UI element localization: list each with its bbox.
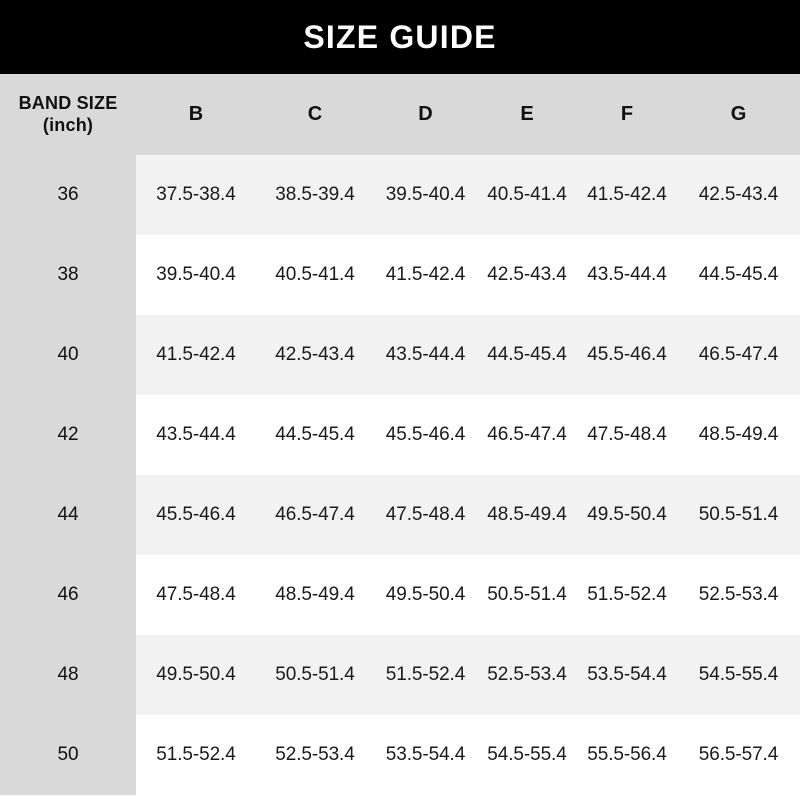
size-guide-table: BAND SIZE (inch) B C D E F G 36 37.5-38.… [0,74,800,795]
measurement-cell: 46.5-47.4 [256,475,374,555]
band-size-cell: 44 [0,475,136,555]
measurement-cell: 39.5-40.4 [374,155,477,235]
cup-header-f: F [577,74,677,155]
measurement-cell: 43.5-44.4 [136,395,256,475]
table-row: 36 37.5-38.4 38.5-39.4 39.5-40.4 40.5-41… [0,155,800,235]
band-size-cell: 36 [0,155,136,235]
band-size-header-line1: BAND SIZE [18,93,118,114]
measurement-cell: 44.5-45.4 [677,235,800,315]
title-banner: SIZE GUIDE [0,0,800,74]
measurement-cell: 53.5-54.4 [577,635,677,715]
table-body: 36 37.5-38.4 38.5-39.4 39.5-40.4 40.5-41… [0,155,800,795]
band-size-cell: 46 [0,555,136,635]
measurement-cell: 45.5-46.4 [136,475,256,555]
table-header: BAND SIZE (inch) B C D E F G [0,74,800,155]
band-size-header: BAND SIZE (inch) [0,74,136,155]
table-row: 38 39.5-40.4 40.5-41.4 41.5-42.4 42.5-43… [0,235,800,315]
table-row: 48 49.5-50.4 50.5-51.4 51.5-52.4 52.5-53… [0,635,800,715]
measurement-cell: 49.5-50.4 [374,555,477,635]
band-size-cell: 40 [0,315,136,395]
measurement-cell: 47.5-48.4 [136,555,256,635]
measurement-cell: 48.5-49.4 [256,555,374,635]
band-size-cell: 50 [0,715,136,795]
cup-header-g: G [677,74,800,155]
measurement-cell: 41.5-42.4 [136,315,256,395]
measurement-cell: 45.5-46.4 [577,315,677,395]
band-size-cell: 38 [0,235,136,315]
measurement-cell: 53.5-54.4 [374,715,477,795]
measurement-cell: 48.5-49.4 [477,475,577,555]
band-size-cell: 48 [0,635,136,715]
measurement-cell: 40.5-41.4 [256,235,374,315]
measurement-cell: 47.5-48.4 [374,475,477,555]
page-title: SIZE GUIDE [303,19,497,55]
measurement-cell: 37.5-38.4 [136,155,256,235]
table-row: 42 43.5-44.4 44.5-45.4 45.5-46.4 46.5-47… [0,395,800,475]
measurement-cell: 41.5-42.4 [577,155,677,235]
measurement-cell: 44.5-45.4 [256,395,374,475]
table-row: 44 45.5-46.4 46.5-47.4 47.5-48.4 48.5-49… [0,475,800,555]
measurement-cell: 47.5-48.4 [577,395,677,475]
table-row: 40 41.5-42.4 42.5-43.4 43.5-44.4 44.5-45… [0,315,800,395]
measurement-cell: 51.5-52.4 [136,715,256,795]
measurement-cell: 44.5-45.4 [477,315,577,395]
measurement-cell: 43.5-44.4 [577,235,677,315]
measurement-cell: 39.5-40.4 [136,235,256,315]
table-row: 50 51.5-52.4 52.5-53.4 53.5-54.4 54.5-55… [0,715,800,795]
measurement-cell: 55.5-56.4 [577,715,677,795]
band-size-cell: 42 [0,395,136,475]
measurement-cell: 42.5-43.4 [256,315,374,395]
measurement-cell: 51.5-52.4 [374,635,477,715]
cup-header-d: D [374,74,477,155]
measurement-cell: 52.5-53.4 [477,635,577,715]
measurement-cell: 41.5-42.4 [374,235,477,315]
cup-header-e: E [477,74,577,155]
measurement-cell: 42.5-43.4 [677,155,800,235]
measurement-cell: 38.5-39.4 [256,155,374,235]
measurement-cell: 50.5-51.4 [477,555,577,635]
measurement-cell: 45.5-46.4 [374,395,477,475]
measurement-cell: 40.5-41.4 [477,155,577,235]
measurement-cell: 46.5-47.4 [677,315,800,395]
measurement-cell: 46.5-47.4 [477,395,577,475]
table-row: 46 47.5-48.4 48.5-49.4 49.5-50.4 50.5-51… [0,555,800,635]
cup-header-c: C [256,74,374,155]
measurement-cell: 54.5-55.4 [677,635,800,715]
measurement-cell: 49.5-50.4 [136,635,256,715]
measurement-cell: 50.5-51.4 [256,635,374,715]
measurement-cell: 42.5-43.4 [477,235,577,315]
measurement-cell: 49.5-50.4 [577,475,677,555]
table-header-row: BAND SIZE (inch) B C D E F G [0,74,800,155]
measurement-cell: 52.5-53.4 [256,715,374,795]
measurement-cell: 48.5-49.4 [677,395,800,475]
measurement-cell: 52.5-53.4 [677,555,800,635]
measurement-cell: 50.5-51.4 [677,475,800,555]
measurement-cell: 54.5-55.4 [477,715,577,795]
cup-header-b: B [136,74,256,155]
measurement-cell: 51.5-52.4 [577,555,677,635]
band-size-header-line2: (inch) [42,114,94,135]
measurement-cell: 56.5-57.4 [677,715,800,795]
measurement-cell: 43.5-44.4 [374,315,477,395]
